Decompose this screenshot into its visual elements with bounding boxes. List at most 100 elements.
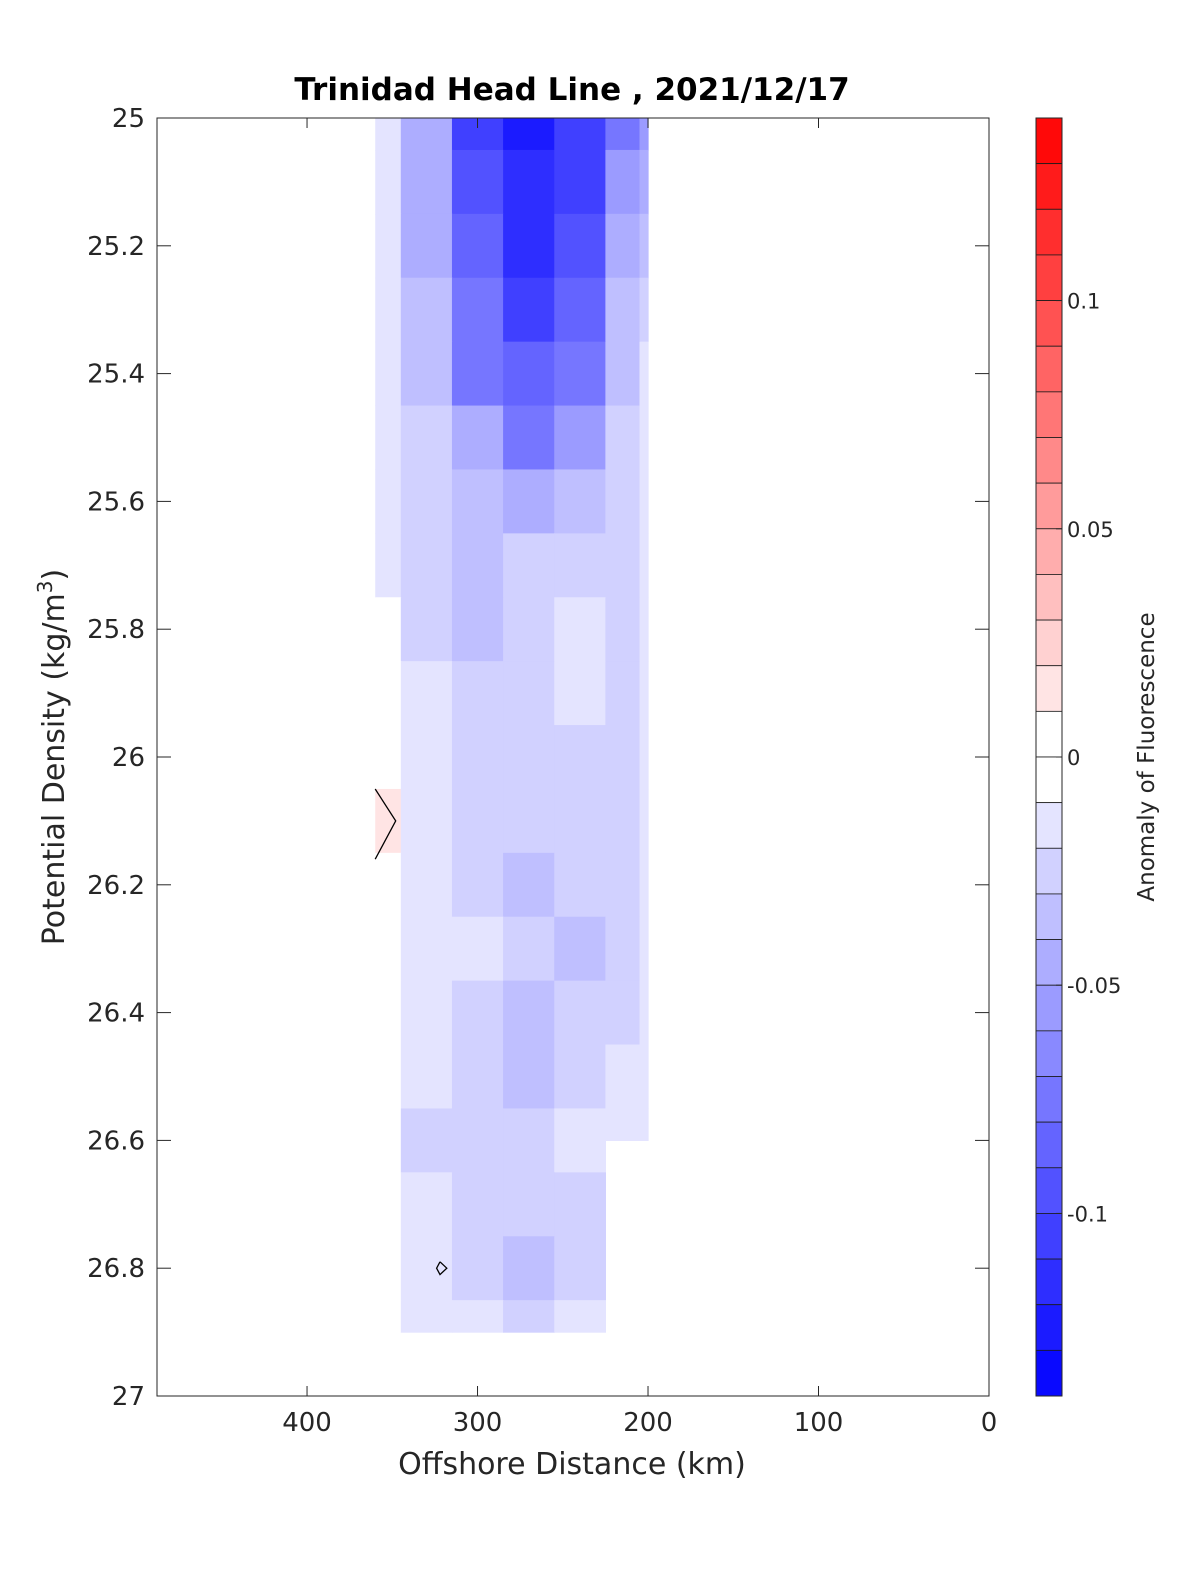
colorbar-level [1035, 208, 1063, 256]
heat-cell [639, 405, 649, 471]
heat-cell [554, 1044, 606, 1110]
plot-area [374, 118, 649, 1333]
heat-cell [451, 341, 504, 407]
heat-cell [605, 661, 641, 726]
heat-cell [451, 788, 504, 854]
heat-cell [554, 852, 606, 918]
colorbar-tick-label: -0.05 [1067, 974, 1121, 998]
heat-cell [400, 213, 453, 279]
heat-cell [451, 1108, 504, 1173]
colorbar-level [1035, 847, 1063, 895]
heat-cell [400, 597, 453, 662]
colorbar-level [1035, 528, 1063, 575]
heat-cell [554, 533, 606, 598]
heat-cell [375, 1236, 402, 1301]
heat-cell [605, 1044, 641, 1110]
heat-cell [554, 1300, 606, 1333]
heat-cell [605, 405, 641, 471]
heat-cell [400, 118, 453, 151]
heat-cell [400, 1044, 453, 1110]
heat-cell [503, 1172, 555, 1237]
heat-cell [451, 725, 504, 790]
heat-cell [400, 149, 453, 215]
heat-cell [605, 788, 641, 854]
y-tick-label: 26.2 [87, 871, 145, 901]
heat-cell [639, 118, 649, 151]
heat-cell [400, 469, 453, 534]
heat-cell [605, 341, 641, 407]
colorbar-level [1035, 437, 1063, 484]
colorbar-level [1035, 1030, 1063, 1077]
heat-cell [639, 916, 649, 982]
heat-cell [451, 405, 504, 471]
colorbar-level [1035, 574, 1063, 621]
x-tick-label: 100 [794, 1408, 844, 1438]
heat-cell [605, 118, 641, 151]
heat-cell [400, 1236, 453, 1301]
colorbar-tick-label: 0 [1067, 746, 1080, 770]
zero-contour-line [435, 1261, 448, 1276]
heat-cell [639, 1044, 649, 1110]
colorbar-level [1035, 939, 1063, 986]
heat-cell [451, 1172, 504, 1237]
chart-title: Trinidad Head Line , 2021/12/17 [294, 72, 849, 108]
heat-cell [375, 213, 402, 279]
heat-cell [503, 852, 555, 918]
heat-cell [639, 277, 649, 343]
heat-cell [605, 852, 641, 918]
heat-cell [639, 1108, 649, 1141]
heat-cell [639, 852, 649, 918]
colorbar-level [1035, 117, 1063, 165]
heat-cell [554, 661, 606, 726]
heat-cell [503, 1236, 555, 1301]
y-tick-label: 27 [112, 1382, 145, 1412]
colorbar-level [1035, 1304, 1063, 1351]
heat-cell [639, 149, 649, 215]
heat-cell [400, 1108, 453, 1173]
colorbar-level [1035, 984, 1063, 1032]
heat-cell [503, 213, 555, 279]
heat-cell [375, 149, 402, 215]
heat-cell [554, 277, 606, 343]
heat-cell [503, 1300, 555, 1333]
y-tick-label: 25.4 [87, 360, 145, 390]
heat-cell [451, 469, 504, 534]
heat-cell [503, 1108, 555, 1173]
heat-cell [375, 118, 402, 151]
colorbar: 0.1 0.05 0 -0.05 -0.1 [1035, 117, 1121, 1397]
heat-cell [375, 852, 402, 918]
colorbar-level [1035, 300, 1063, 347]
colorbar-level [1035, 1258, 1063, 1306]
heat-cell [503, 725, 555, 790]
heat-cell [400, 661, 453, 726]
heat-cell [375, 661, 402, 726]
heat-cell [451, 597, 504, 662]
x-axis-label: Offshore Distance (km) [398, 1447, 746, 1482]
heat-cell [503, 277, 555, 343]
heat-cell [503, 118, 555, 151]
heat-cell [400, 341, 453, 407]
heat-cell [554, 213, 606, 279]
heat-cell [451, 1236, 504, 1301]
heat-cell [554, 1236, 606, 1301]
heat-cell [605, 1108, 641, 1141]
heat-cell [503, 1044, 555, 1110]
colorbar-level [1035, 665, 1063, 712]
heat-cell [605, 916, 641, 982]
heat-cell [400, 1172, 453, 1237]
y-tick-label: 26.4 [87, 999, 145, 1029]
heat-cell [375, 597, 402, 662]
heat-cell [400, 788, 453, 854]
x-tick-label: 0 [981, 1408, 998, 1438]
heat-cell [605, 725, 641, 790]
y-tick-label: 25.2 [87, 232, 145, 262]
y-axis: 25 25.2 25.4 25.6 25.8 26 26.2 26.4 26.6 26.8 27 [87, 104, 989, 1412]
heat-cell [554, 1108, 606, 1173]
y-axis-label: Potential Density (kg/m3) [33, 569, 72, 945]
colorbar-level [1035, 1213, 1063, 1260]
heat-cell [451, 852, 504, 918]
heat-cell [554, 149, 606, 215]
y-tick-label: 26.6 [87, 1126, 145, 1156]
colorbar-level [1035, 756, 1063, 804]
